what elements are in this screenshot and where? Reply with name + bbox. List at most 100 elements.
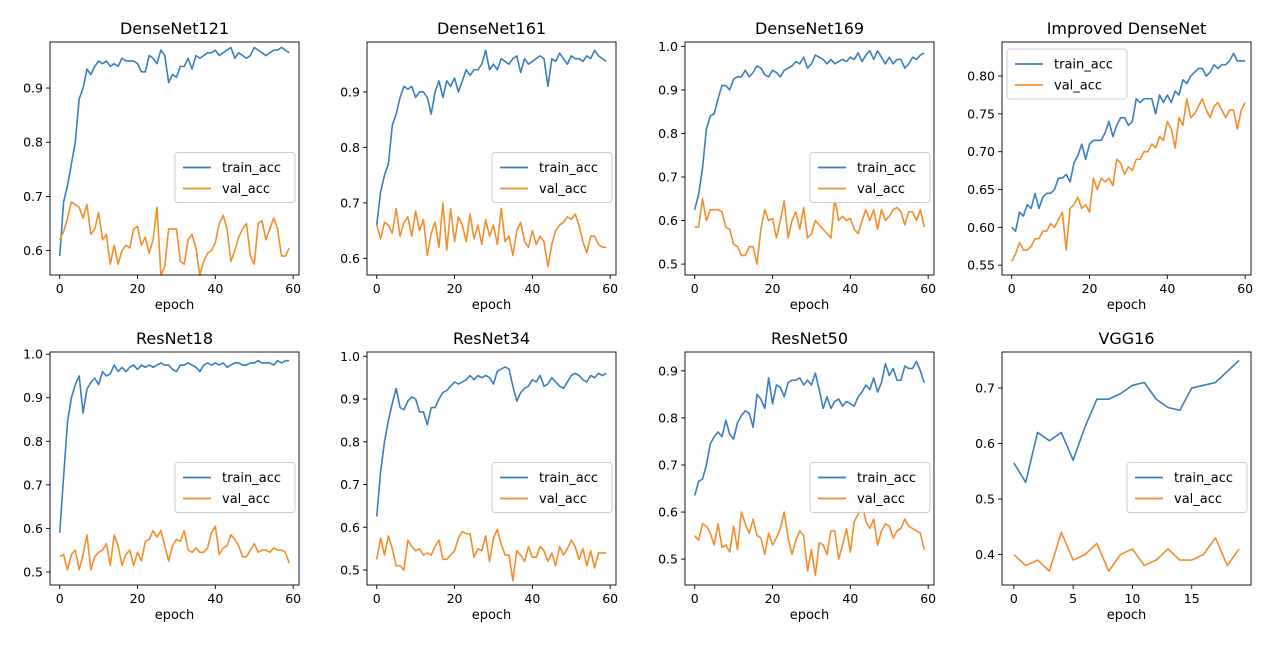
x-tick-label: 0	[56, 591, 64, 606]
chart-title: ResNet18	[136, 329, 213, 348]
x-axis-label: epoch	[790, 298, 830, 313]
legend: train_acc val_acc	[809, 462, 931, 513]
legend: train_acc val_acc	[491, 152, 613, 203]
x-axis-label: epoch	[155, 298, 195, 313]
legend-box	[809, 462, 931, 513]
plot-frame	[1001, 351, 1252, 586]
series-line-val_acc	[375, 202, 607, 268]
y-tick-label: 0.5	[23, 564, 43, 579]
x-tick-label: 60	[1237, 281, 1253, 296]
y-tick-label: 0.8	[340, 434, 360, 449]
legend-label: val_acc	[1174, 492, 1222, 507]
x-tick-label: 40	[842, 591, 858, 606]
x-tick-label: 60	[285, 281, 301, 296]
x-tick-label: 0	[1008, 281, 1016, 296]
y-tick-label: 0.9	[23, 81, 43, 96]
legend-label: train_acc	[1054, 58, 1113, 73]
legend: train_acc val_acc	[809, 152, 931, 203]
legend: train_acc val_acc	[1006, 48, 1128, 100]
y-tick-label: 0.7	[23, 477, 43, 492]
y-tick-label: 0.4	[975, 547, 995, 562]
legend-label: train_acc	[1174, 471, 1233, 486]
x-axis-label: epoch	[472, 608, 512, 623]
y-tick-label: 0.70	[967, 144, 995, 159]
y-tick-label: 0.6	[340, 520, 360, 535]
legend-box	[174, 152, 296, 203]
x-tick-label: 40	[207, 281, 223, 296]
y-tick-label: 0.9	[658, 363, 678, 378]
y-tick-label: 0.9	[23, 390, 43, 405]
legend-box	[1126, 462, 1248, 513]
x-tick-label: 20	[130, 281, 146, 296]
x-tick-label: 0	[691, 591, 699, 606]
y-tick-label: 0.9	[340, 392, 360, 407]
y-tick-label: 0.8	[23, 135, 43, 150]
y-tick-label: 0.7	[23, 189, 43, 204]
legend-box	[1006, 48, 1128, 100]
y-tick-label: 0.7	[340, 195, 360, 210]
chart-title: DenseNet161	[437, 19, 546, 38]
chart-title: VGG16	[1098, 329, 1154, 348]
y-tick-label: 0.8	[658, 410, 678, 425]
legend: train_acc val_acc	[174, 152, 296, 203]
x-tick-label: 60	[285, 591, 301, 606]
y-tick-label: 0.6	[658, 213, 678, 228]
y-tick-label: 0.5	[340, 563, 360, 578]
y-tick-label: 1.0	[340, 349, 360, 364]
series-line-val_acc	[59, 201, 290, 276]
y-tick-label: 1.0	[23, 347, 43, 362]
x-tick-label: 20	[765, 281, 781, 296]
plot-frame	[49, 351, 300, 586]
legend-label: val_acc	[857, 182, 905, 197]
x-tick-label: 20	[447, 591, 463, 606]
legend-label: train_acc	[222, 471, 281, 486]
legend-label: train_acc	[857, 161, 916, 176]
y-tick-label: 0.9	[340, 84, 360, 99]
series-line-train_acc	[693, 360, 926, 496]
series-line-val_acc	[694, 197, 926, 265]
legend-label: val_acc	[857, 492, 905, 507]
x-tick-label: 0	[56, 281, 64, 296]
series-line-train_acc	[693, 49, 925, 210]
plot-frame	[684, 41, 935, 276]
chart-title: ResNet50	[771, 329, 848, 348]
chart-title: Improved DenseNet	[1047, 19, 1207, 38]
x-tick-label: 15	[1184, 591, 1200, 606]
series-line-train_acc	[375, 49, 607, 226]
y-tick-label: 0.5	[658, 257, 678, 272]
y-tick-label: 0.75	[967, 106, 995, 121]
plot-frame	[1001, 41, 1252, 276]
series-line-val_acc	[375, 528, 607, 582]
legend-label: val_acc	[222, 492, 270, 507]
legend-box	[491, 462, 613, 513]
x-axis-label: epoch	[1107, 298, 1147, 313]
x-tick-label: 0	[1010, 591, 1018, 606]
y-tick-label: 0.8	[23, 434, 43, 449]
y-tick-label: 0.5	[658, 552, 678, 567]
chart-title: ResNet34	[453, 329, 530, 348]
legend-label: val_acc	[539, 492, 587, 507]
y-tick-label: 0.7	[658, 457, 678, 472]
legend-label: train_acc	[857, 471, 916, 486]
legend-label: train_acc	[539, 161, 598, 176]
y-tick-label: 0.7	[658, 170, 678, 185]
plot-frame	[49, 41, 300, 276]
x-tick-label: 20	[765, 591, 781, 606]
x-tick-label: 40	[524, 591, 540, 606]
legend-label: val_acc	[539, 182, 587, 197]
x-tick-label: 20	[130, 591, 146, 606]
y-tick-label: 0.6	[658, 505, 678, 520]
x-axis-label: epoch	[155, 608, 195, 623]
x-tick-label: 40	[524, 281, 540, 296]
x-tick-label: 40	[1159, 281, 1175, 296]
series-line-train_acc	[58, 359, 290, 533]
x-tick-label: 40	[842, 281, 858, 296]
x-tick-label: 60	[920, 281, 936, 296]
